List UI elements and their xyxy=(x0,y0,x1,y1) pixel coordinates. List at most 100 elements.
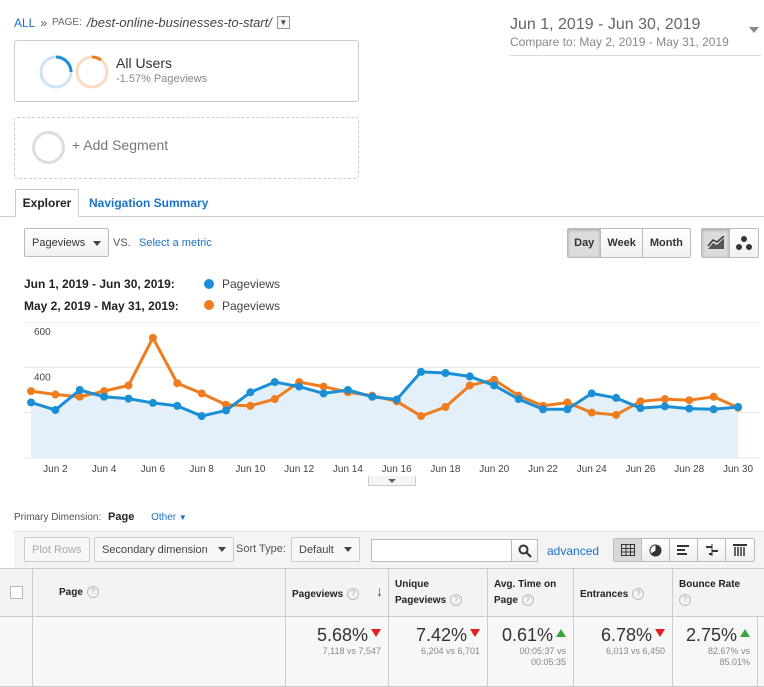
select-metric-link[interactable]: Select a metric xyxy=(139,237,212,249)
header-avg-time-on-page[interactable]: Avg. Time on Page? xyxy=(487,569,573,616)
current-series-point xyxy=(222,406,231,415)
motion-chart-button[interactable] xyxy=(730,229,758,257)
date-range-picker[interactable]: Jun 1, 2019 - Jun 30, 2019 Compare to: M… xyxy=(509,15,761,56)
header-page[interactable]: Page? xyxy=(32,569,285,616)
month-button[interactable]: Month xyxy=(642,229,690,257)
x-tick-label: Jun 20 xyxy=(479,464,509,475)
unique-pageviews-compare: 6,204 vs 6,701 xyxy=(420,646,480,656)
line-chart-icon xyxy=(706,236,724,249)
breadcrumb: ALL » PAGE: /best-online-businesses-to-s… xyxy=(14,15,290,30)
previous-series-point xyxy=(709,392,718,401)
primary-dimension-label: Primary Dimension: xyxy=(14,512,102,523)
table-summary-row: 5.68% 7,118 vs 7,547 7.42% 6,204 vs 6,70… xyxy=(0,617,764,687)
segment-all-users-sub: -1.57% Pageviews xyxy=(116,73,208,85)
chart-resize-handle[interactable] xyxy=(368,476,416,486)
performance-view-button[interactable] xyxy=(670,539,698,561)
x-tick-label: Jun 14 xyxy=(333,464,363,475)
previous-series-point xyxy=(441,403,450,411)
x-tick-label: Jun 8 xyxy=(189,464,214,475)
help-icon[interactable]: ? xyxy=(632,588,645,601)
line-chart-button[interactable] xyxy=(702,229,731,257)
pivot-view-button[interactable] xyxy=(726,539,754,561)
x-tick-label: Jun 28 xyxy=(674,464,704,475)
chevron-down-icon xyxy=(93,241,101,246)
primary-dimension-other[interactable]: Other ▼ xyxy=(151,512,187,523)
tab-navigation-summary[interactable]: Navigation Summary xyxy=(89,196,209,210)
summary-bounce-rate: 2.75% 82.67% vs 85.01% xyxy=(672,617,758,686)
comparison-icon xyxy=(705,544,718,556)
current-series-point xyxy=(417,367,426,376)
date-range-current: Jun 1, 2019 - Jun 30, 2019 xyxy=(510,16,701,33)
bar-list-icon xyxy=(677,545,689,555)
current-series-point xyxy=(319,389,328,398)
legend-current-range: Jun 1, 2019 - Jun 30, 2019: xyxy=(24,277,175,291)
previous-series-point xyxy=(660,395,669,404)
current-series-point xyxy=(709,405,718,414)
current-series-point xyxy=(51,405,60,414)
primary-dimension-page[interactable]: Page xyxy=(108,511,135,523)
header-entrances[interactable]: Entrances? xyxy=(573,569,672,616)
segment-rings-icon xyxy=(39,55,109,89)
segment-all-users[interactable]: All Users -1.57% Pageviews xyxy=(14,40,359,102)
help-icon[interactable]: ? xyxy=(347,588,360,601)
sort-type-select[interactable]: Default xyxy=(291,537,360,562)
previous-series-point xyxy=(222,400,231,409)
avg-time-compare-1: 00:05:37 vs xyxy=(519,646,566,656)
data-view-button[interactable] xyxy=(614,539,642,561)
breadcrumb-dropdown-button[interactable]: ▼ xyxy=(276,16,290,29)
tabs-divider xyxy=(0,216,764,217)
percentage-view-button[interactable] xyxy=(642,539,670,561)
tab-explorer[interactable]: Explorer xyxy=(15,189,79,217)
help-icon[interactable]: ? xyxy=(679,594,691,607)
current-series-point xyxy=(734,403,742,411)
current-series-point xyxy=(270,378,279,387)
table-search-button[interactable] xyxy=(511,539,538,562)
arrow-up-icon xyxy=(740,629,750,637)
help-icon[interactable]: ? xyxy=(521,594,534,607)
day-button[interactable]: Day xyxy=(568,229,602,257)
header-bounce-rate[interactable]: Bounce Rate? xyxy=(672,569,758,616)
current-series-point xyxy=(587,389,596,398)
summary-pageviews: 5.68% 7,118 vs 7,547 xyxy=(285,617,388,686)
previous-series-point xyxy=(587,408,596,417)
metric-select-value: Pageviews xyxy=(32,236,86,249)
secondary-dimension-select[interactable]: Secondary dimension xyxy=(94,537,234,562)
current-series-point xyxy=(148,398,157,407)
metric-select[interactable]: Pageviews xyxy=(24,228,109,257)
sort-descending-icon: ↓ xyxy=(376,583,383,599)
avg-time-compare-2: 00:05:35 xyxy=(530,657,566,667)
current-series-point xyxy=(612,393,621,402)
previous-series-point xyxy=(75,392,84,401)
current-series-point xyxy=(343,386,352,394)
previous-series-point xyxy=(148,333,157,342)
help-icon[interactable]: ? xyxy=(450,594,463,607)
x-tick-label: Jun 18 xyxy=(430,464,460,475)
x-tick-label: Jun 22 xyxy=(528,464,558,475)
x-tick-label: Jun 26 xyxy=(625,464,655,475)
avg-time-change: 0.61% xyxy=(501,625,553,645)
arrow-down-icon xyxy=(470,629,480,637)
select-all-checkbox[interactable] xyxy=(10,586,23,599)
breadcrumb-separator: » xyxy=(40,15,48,30)
header-pageviews[interactable]: Pageviews? ↓ xyxy=(285,569,388,616)
sort-type-value: Default xyxy=(299,543,334,556)
help-icon[interactable]: ? xyxy=(86,586,99,599)
bounce-rate-compare-2: 85.01% xyxy=(719,657,750,667)
granularity-toggle: Day Week Month xyxy=(567,228,691,258)
advanced-filter-link[interactable]: advanced xyxy=(547,544,600,558)
pie-chart-icon xyxy=(649,544,662,556)
plot-rows-button[interactable]: Plot Rows xyxy=(24,537,90,562)
add-segment-button[interactable]: + Add Segment xyxy=(14,117,359,179)
previous-series-point xyxy=(100,387,109,396)
week-button[interactable]: Week xyxy=(601,229,643,257)
current-series-point xyxy=(100,392,109,401)
previous-series-point xyxy=(465,381,474,390)
header-unique-pageviews[interactable]: Unique Pageviews? xyxy=(388,569,487,616)
comparison-view-button[interactable] xyxy=(698,539,726,561)
breadcrumb-all-link[interactable]: ALL xyxy=(14,15,36,30)
legend-previous-metric: Pageviews xyxy=(222,299,281,313)
unique-pageviews-change: 7.42% xyxy=(415,625,467,645)
table-search-input[interactable] xyxy=(371,539,512,562)
previous-series-point xyxy=(246,401,255,410)
